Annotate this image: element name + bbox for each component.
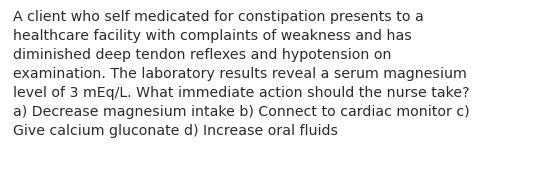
Text: A client who self medicated for constipation presents to a
healthcare facility w: A client who self medicated for constipa… [13, 10, 470, 138]
